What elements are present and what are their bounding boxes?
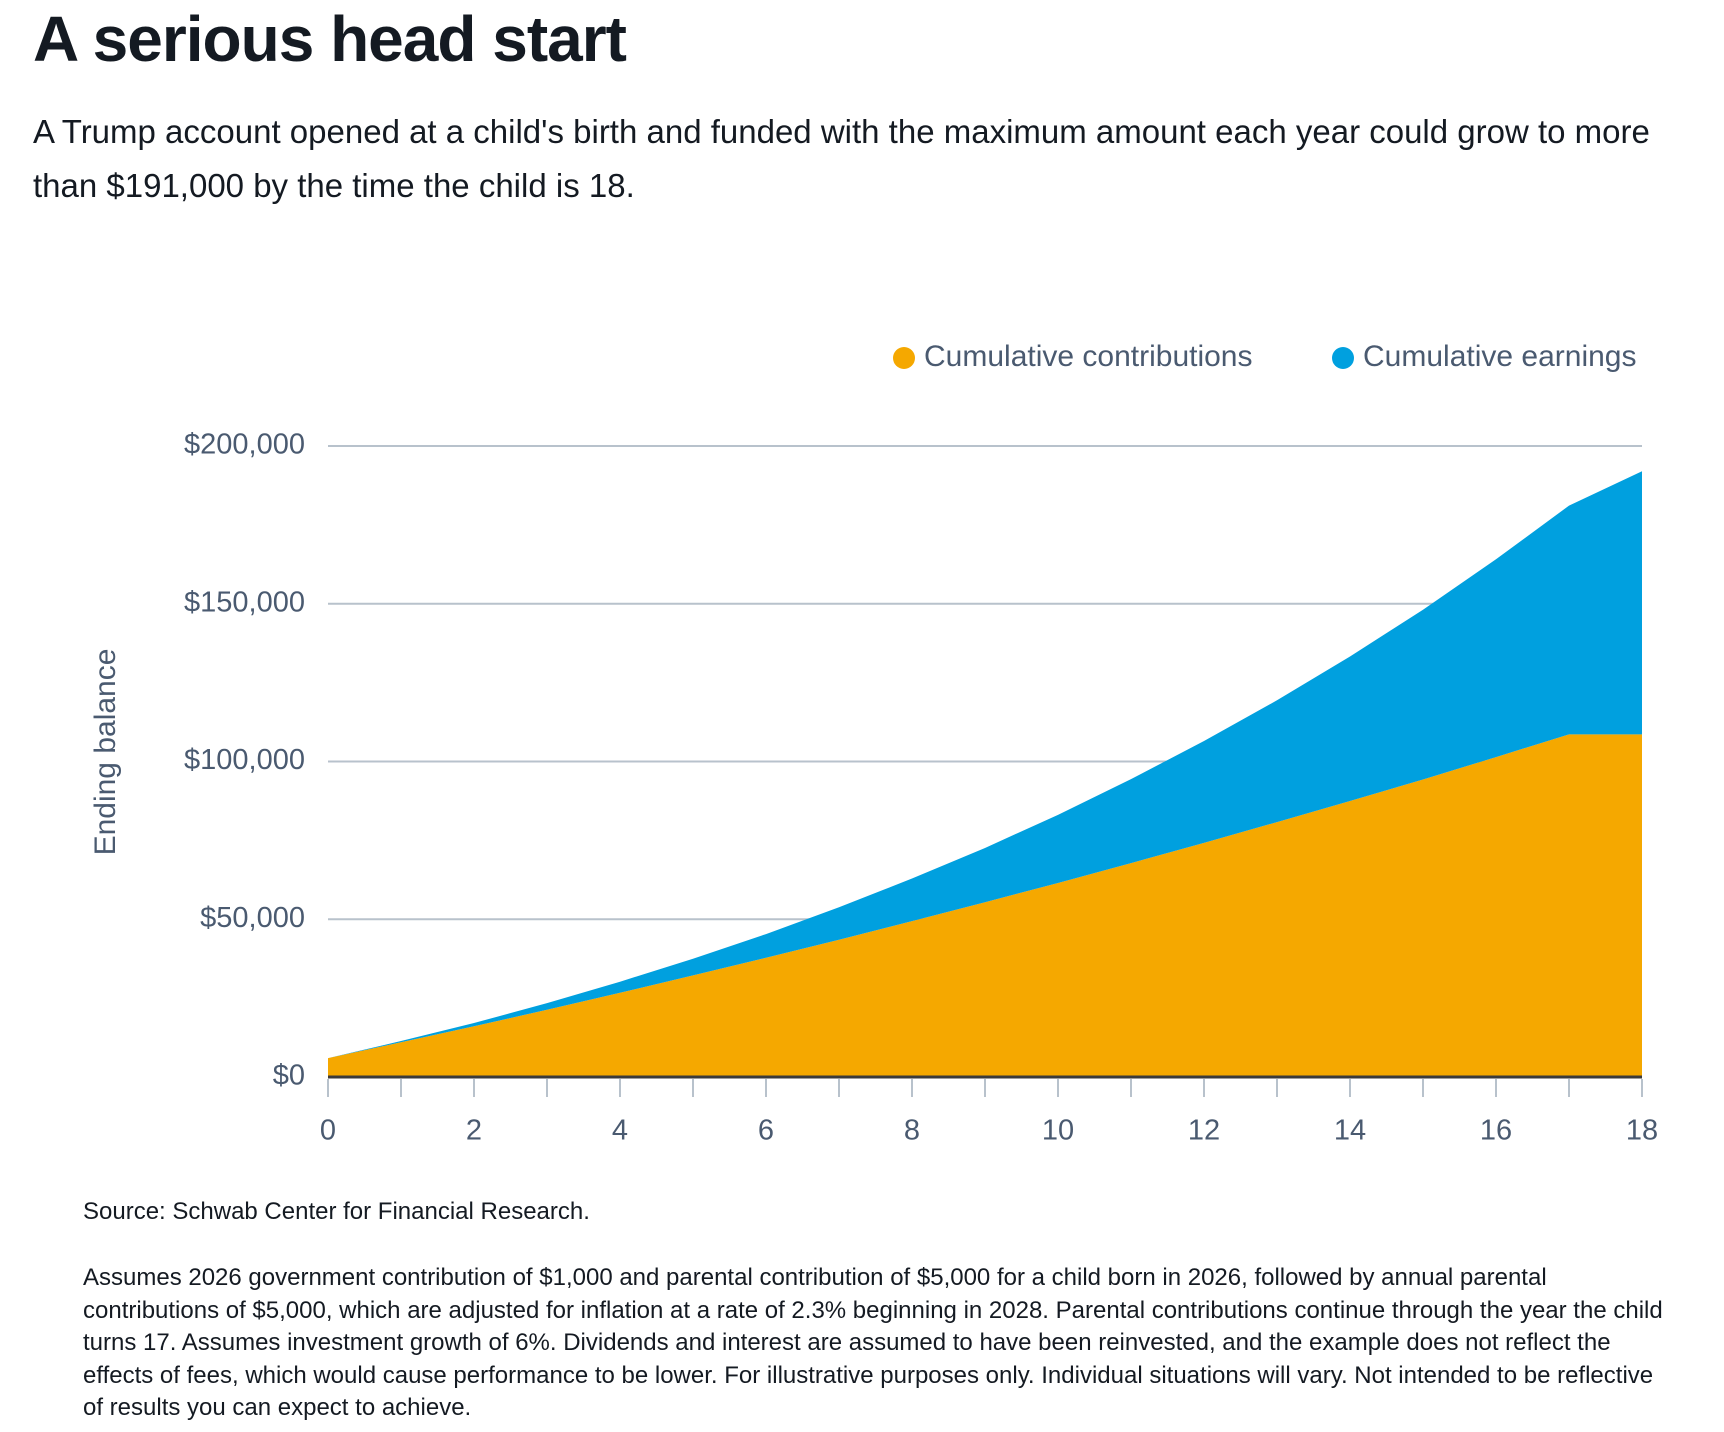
area (328, 471, 1642, 1059)
x-tick-label: 10 (1042, 1115, 1074, 1147)
x-tick-label: 4 (612, 1115, 628, 1147)
subtitle: A Trump account opened at a child's birt… (33, 113, 1650, 204)
footnote: Assumes 2026 government contribution of … (83, 1264, 1663, 1421)
x-tick-label: 0 (320, 1115, 336, 1147)
x-tick-label: 12 (1188, 1115, 1220, 1147)
x-tick-label: 2 (466, 1115, 482, 1147)
y-tick-label: $50,000 (200, 902, 305, 934)
legend-label: Cumulative earnings (1363, 340, 1636, 373)
title: A serious head start (33, 3, 627, 75)
x-tick-label: 16 (1480, 1115, 1512, 1147)
x-tick-label: 6 (758, 1115, 774, 1147)
y-axis-label: Ending balance (89, 649, 122, 856)
area (328, 734, 1642, 1077)
y-tick-label: $200,000 (184, 429, 305, 461)
legend-label: Cumulative contributions (924, 340, 1253, 373)
legend-dot (893, 347, 915, 369)
source: Source: Schwab Center for Financial Rese… (83, 1198, 590, 1225)
legend-dot (1332, 347, 1354, 369)
x-tick-label: 8 (904, 1115, 920, 1147)
y-tick-label: $0 (273, 1060, 305, 1092)
x-tick-label: 18 (1626, 1115, 1658, 1147)
y-tick-label: $100,000 (184, 744, 305, 776)
y-tick-label: $150,000 (184, 586, 305, 618)
x-tick-label: 14 (1334, 1115, 1366, 1147)
chart: Ending balance $0 $50,000 $100,000 $150,000… (89, 340, 1658, 1147)
